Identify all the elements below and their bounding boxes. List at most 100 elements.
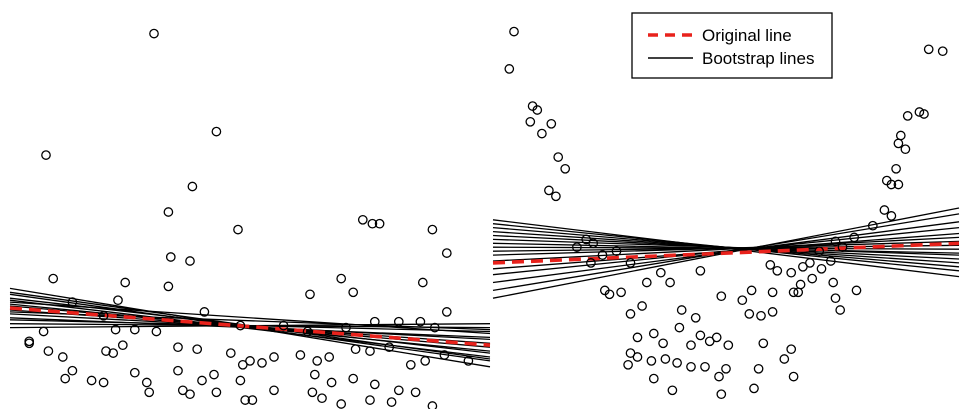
data-point: [667, 385, 678, 396]
data-point: [867, 220, 878, 231]
data-point: [439, 350, 450, 360]
data-point: [767, 287, 778, 298]
data-point: [902, 111, 913, 121]
data-point: [851, 285, 862, 296]
data-point: [753, 363, 764, 374]
bootstrap-line: [492, 226, 960, 276]
data-point: [235, 320, 246, 331]
data-point: [788, 371, 799, 382]
bootstrap-line: [492, 236, 960, 262]
data-point: [67, 297, 78, 307]
data-point: [149, 28, 159, 39]
data-point: [369, 316, 380, 327]
data-point: [367, 218, 378, 229]
data-point: [695, 265, 706, 276]
data-point: [324, 352, 335, 362]
data-point: [209, 369, 219, 380]
data-point: [937, 46, 948, 57]
data-point: [163, 281, 174, 292]
data-point: [625, 258, 636, 268]
data-point: [305, 289, 315, 300]
data-point: [830, 293, 841, 304]
data-point: [386, 397, 397, 407]
data-point: [237, 359, 248, 370]
data-point: [141, 377, 152, 388]
data-point: [758, 338, 769, 349]
data-point: [660, 354, 671, 364]
data-point: [185, 256, 195, 266]
data-point: [798, 261, 808, 272]
data-point: [393, 385, 404, 396]
data-point: [695, 330, 706, 341]
data-point: [151, 326, 162, 337]
data-point: [117, 340, 128, 351]
data-point: [632, 352, 643, 362]
data-point: [348, 373, 359, 384]
data-point: [749, 383, 759, 394]
data-point: [199, 307, 210, 317]
data-point: [312, 356, 323, 366]
data-point: [504, 64, 515, 74]
data-point: [309, 369, 320, 380]
data-point: [415, 316, 426, 327]
data-point: [772, 265, 783, 276]
data-point: [374, 218, 385, 229]
data-point: [623, 359, 633, 370]
data-point: [723, 340, 734, 351]
data-point: [269, 385, 279, 396]
data-point: [67, 365, 78, 376]
data-point: [641, 277, 652, 288]
data-point: [427, 401, 438, 409]
data-point: [192, 344, 203, 355]
data-point: [60, 373, 71, 384]
data-point: [348, 287, 359, 298]
data-point: [788, 287, 799, 298]
data-point: [553, 152, 564, 162]
data-point: [211, 387, 222, 398]
data-point: [900, 144, 911, 155]
data-point: [616, 287, 626, 298]
data-point: [756, 310, 766, 321]
data-point: [551, 191, 561, 202]
legend-label-bootstrap: Bootstrap lines: [702, 49, 814, 68]
data-point: [211, 126, 222, 137]
data-point: [41, 150, 51, 160]
data-point: [225, 348, 236, 358]
data-point: [674, 322, 685, 333]
data-point: [588, 238, 599, 249]
data-point: [646, 356, 657, 366]
data-point: [835, 305, 846, 315]
data-point: [572, 242, 582, 253]
data-point: [120, 277, 131, 288]
data-point: [767, 307, 778, 317]
data-point: [369, 379, 380, 390]
data-point: [793, 287, 804, 298]
data-point: [86, 375, 97, 386]
data-point: [658, 338, 668, 349]
data-point: [825, 256, 836, 266]
data-point: [586, 258, 596, 268]
data-point: [48, 273, 59, 284]
data-point: [144, 387, 155, 398]
data-point: [417, 277, 428, 288]
data-point: [686, 340, 696, 351]
data-point: [814, 246, 825, 257]
data-point: [350, 344, 361, 355]
data-point: [429, 322, 440, 333]
data-point: [365, 395, 375, 405]
data-point: [737, 295, 748, 306]
data-point: [269, 352, 279, 362]
left-panel: [9, 28, 491, 409]
data-point: [625, 309, 636, 319]
data-point: [525, 116, 536, 127]
data-point: [365, 346, 375, 356]
data-point: [427, 224, 438, 235]
data-point: [676, 305, 687, 315]
data-point: [336, 273, 347, 284]
data-point: [700, 361, 710, 372]
data-point: [101, 346, 111, 356]
data-point: [893, 138, 904, 149]
data-point: [632, 332, 643, 343]
data-point: [357, 214, 368, 225]
data-point: [129, 324, 140, 335]
